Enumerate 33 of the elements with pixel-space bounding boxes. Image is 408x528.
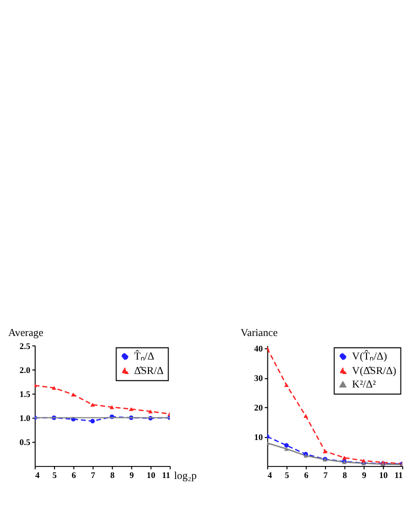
x-tick-label: 5	[52, 470, 58, 480]
y-axis-title: Average	[8, 328, 44, 340]
legend-label: T̂ₙ/Δ	[134, 349, 154, 362]
y-tick-label: 0.5	[20, 437, 32, 448]
legend-label: K²/Δ²	[352, 379, 376, 390]
y-tick-label: 10	[254, 432, 263, 442]
legend-label: V(T̂ₙ/Δ)	[352, 349, 388, 362]
y-tick-label: 20	[254, 402, 263, 413]
y-tick-label: 2.0	[20, 364, 30, 375]
y-tick-label: 2.5	[20, 340, 32, 351]
x-tick-label: 4	[35, 470, 40, 480]
legend-label: V(Δ̂SR/Δ)	[352, 366, 397, 377]
x-tick-label: 11	[162, 470, 170, 480]
legend-label: Δ̂SR/Δ	[134, 366, 164, 377]
x-tick-label: 10	[379, 470, 388, 480]
x-tick-label: 4	[268, 470, 273, 480]
y-tick-label: 40	[254, 344, 263, 354]
x-tick-label: 7	[90, 470, 96, 480]
x-tick-label: 9	[129, 470, 134, 480]
x-tick-label: 6	[72, 470, 77, 480]
x-tick-label: 10	[146, 470, 156, 480]
x-tick-label: 7	[323, 470, 328, 480]
y-tick-label: 1.5	[20, 388, 32, 399]
x-tick-label: 9	[362, 470, 367, 480]
x-axis-title: log₂p	[174, 470, 197, 482]
x-tick-label: 6	[304, 470, 310, 480]
y-axis-title: Variance	[240, 328, 278, 340]
x-tick-label: 5	[284, 470, 290, 480]
x-tick-label: 11	[394, 470, 403, 480]
y-tick-label: 30	[254, 373, 263, 384]
x-tick-label: 8	[342, 470, 348, 480]
y-tick-label: 1.0	[20, 413, 30, 424]
x-tick-label: 8	[110, 470, 116, 480]
